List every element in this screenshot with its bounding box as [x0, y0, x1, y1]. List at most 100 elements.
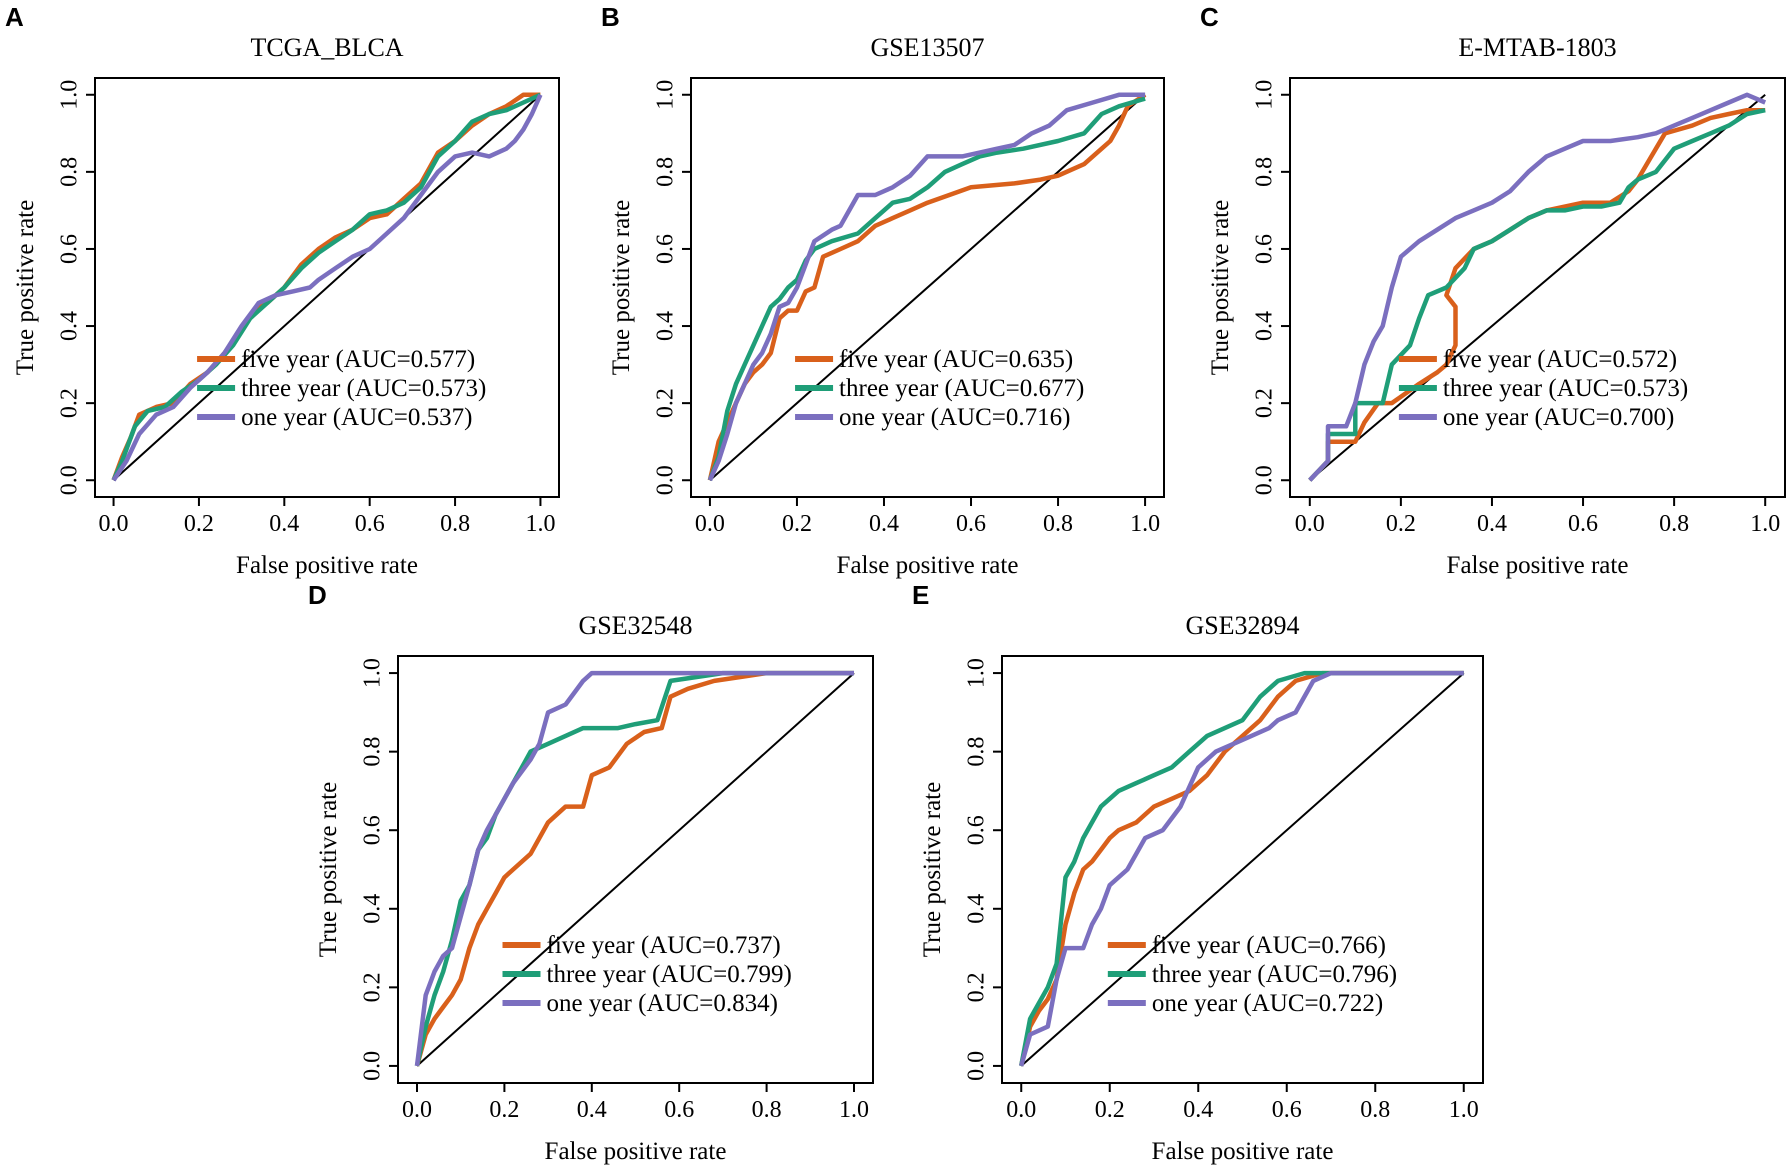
y-tick-label: 0.6 — [57, 234, 83, 264]
x-tick-label: 0.0 — [402, 1097, 432, 1123]
panel-letter: E — [912, 580, 929, 610]
y-tick-label: 0.4 — [1252, 311, 1278, 341]
y-tick-label: 0.0 — [57, 465, 83, 495]
x-tick-label: 1.0 — [1130, 511, 1160, 537]
y-tick-label: 1.0 — [653, 80, 679, 110]
panel-letter: C — [1200, 2, 1219, 32]
roc-curve-three-year — [1308, 107, 1766, 482]
y-tick-label: 0.8 — [653, 157, 679, 187]
x-tick-label: 0.0 — [99, 511, 129, 537]
x-axis-label: False positive rate — [1152, 1138, 1334, 1165]
plot-frame — [690, 77, 1165, 498]
legend-entry: three year (AUC=0.573) — [241, 375, 486, 402]
x-tick-label: 0.2 — [1386, 511, 1416, 537]
x-tick-label: 0.6 — [1272, 1097, 1302, 1123]
legend-entry: one year (AUC=0.716) — [839, 404, 1070, 431]
plot-frame — [1289, 77, 1786, 498]
panel-e: E GSE32894 0.0 0.0 0.2 0.2 0.4 0.4 0.6 0.6 0.8 0.8 1… — [912, 580, 1484, 1165]
y-tick-label: 0.2 — [1252, 388, 1278, 418]
y-tick-label: 0.6 — [964, 815, 990, 845]
roc-curve-three-year — [707, 96, 1146, 481]
diagonal-reference-line — [112, 94, 542, 481]
x-tick-label: 0.6 — [1568, 511, 1598, 537]
y-tick-label: 0.6 — [360, 815, 386, 845]
panel-letter: D — [308, 580, 327, 610]
legend-entry: one year (AUC=0.722) — [1152, 990, 1383, 1017]
panel-letter: B — [601, 2, 620, 32]
chart-title: GSE32548 — [578, 611, 692, 640]
x-tick-label: 0.4 — [269, 511, 299, 537]
panel-letter: A — [5, 2, 24, 32]
x-tick-label: 0.4 — [1183, 1097, 1213, 1123]
x-tick-label: 1.0 — [1449, 1097, 1479, 1123]
roc-curve-three-year — [1018, 670, 1464, 1067]
legend-entry: three year (AUC=0.796) — [1152, 961, 1397, 988]
panel-c: C E-MTAB-1803 0.0 0.0 0.2 0.2 0.4 0.4 0.6 0.6 0.8 0… — [1200, 2, 1786, 579]
roc-curve-one-year — [414, 670, 854, 1067]
legend-entry: five year (AUC=0.766) — [1152, 932, 1386, 959]
y-axis-label: True positive rate — [608, 200, 635, 375]
legend-entry: five year (AUC=0.635) — [839, 346, 1073, 373]
roc-curve-one-year — [707, 92, 1146, 482]
y-tick-label: 1.0 — [1252, 80, 1278, 110]
x-tick-label: 0.2 — [1095, 1097, 1125, 1123]
y-axis-label: True positive rate — [12, 200, 39, 375]
y-tick-label: 0.8 — [360, 737, 386, 767]
x-tick-label: 0.8 — [440, 511, 470, 537]
x-axis-label: False positive rate — [236, 552, 418, 579]
legend-entry: five year (AUC=0.572) — [1443, 346, 1677, 373]
roc-curve-five-year — [707, 92, 1147, 481]
y-tick-label: 0.4 — [964, 894, 990, 924]
x-tick-label: 1.0 — [525, 511, 555, 537]
y-tick-label: 0.0 — [653, 465, 679, 495]
y-tick-label: 0.6 — [1252, 234, 1278, 264]
x-tick-label: 1.0 — [839, 1097, 869, 1123]
x-axis-label: False positive rate — [837, 552, 1019, 579]
y-tick-label: 0.6 — [653, 234, 679, 264]
plot-frame — [397, 655, 874, 1084]
y-tick-label: 0.4 — [360, 894, 386, 924]
roc-curve-three-year — [111, 92, 542, 482]
x-tick-label: 0.6 — [956, 511, 986, 537]
y-axis-label: True positive rate — [919, 782, 946, 957]
x-tick-label: 0.4 — [869, 511, 899, 537]
x-tick-label: 0.4 — [1477, 511, 1507, 537]
x-tick-label: 0.8 — [1043, 511, 1073, 537]
chart-title: E-MTAB-1803 — [1458, 33, 1616, 62]
x-tick-label: 0.0 — [695, 511, 725, 537]
x-tick-label: 0.4 — [577, 1097, 607, 1123]
legend-entry: one year (AUC=0.537) — [241, 404, 472, 431]
y-axis-label: True positive rate — [315, 782, 342, 957]
x-tick-label: 0.8 — [1659, 511, 1689, 537]
legend-entry: five year (AUC=0.737) — [547, 932, 781, 959]
x-tick-label: 0.2 — [782, 511, 812, 537]
panel-d: D GSE32548 0.0 0.0 0.2 0.2 0.4 0.4 0.6 0.6 0.8 0.8 1… — [308, 580, 874, 1165]
y-tick-label: 0.0 — [1252, 465, 1278, 495]
roc-curve-one-year — [1019, 670, 1464, 1067]
y-tick-label: 0.2 — [653, 388, 679, 418]
legend-entry: three year (AUC=0.677) — [839, 375, 1084, 402]
x-tick-label: 0.2 — [184, 511, 214, 537]
x-tick-label: 1.0 — [1750, 511, 1780, 537]
x-tick-label: 0.0 — [1295, 511, 1325, 537]
y-tick-label: 0.2 — [964, 972, 990, 1002]
diagonal-reference-line — [416, 672, 855, 1067]
plot-frame — [94, 77, 560, 498]
y-tick-label: 0.4 — [57, 311, 83, 341]
roc-curve-one-year — [1308, 92, 1767, 482]
y-tick-label: 0.2 — [57, 388, 83, 418]
x-tick-label: 0.0 — [1006, 1097, 1036, 1123]
chart-title: TCGA_BLCA — [250, 33, 403, 62]
y-tick-label: 1.0 — [360, 658, 386, 688]
chart-title: GSE13507 — [870, 33, 984, 62]
diagonal-reference-line — [709, 94, 1146, 481]
legend-entry: one year (AUC=0.834) — [547, 990, 778, 1017]
legend-entry: three year (AUC=0.799) — [547, 961, 792, 988]
diagonal-reference-line — [1020, 672, 1465, 1067]
y-axis-label: True positive rate — [1207, 200, 1234, 375]
diagonal-reference-line — [1309, 93, 1766, 482]
roc-curve-five-year — [414, 670, 854, 1067]
x-tick-label: 0.8 — [1360, 1097, 1390, 1123]
x-tick-label: 0.6 — [664, 1097, 694, 1123]
x-tick-label: 0.2 — [489, 1097, 519, 1123]
